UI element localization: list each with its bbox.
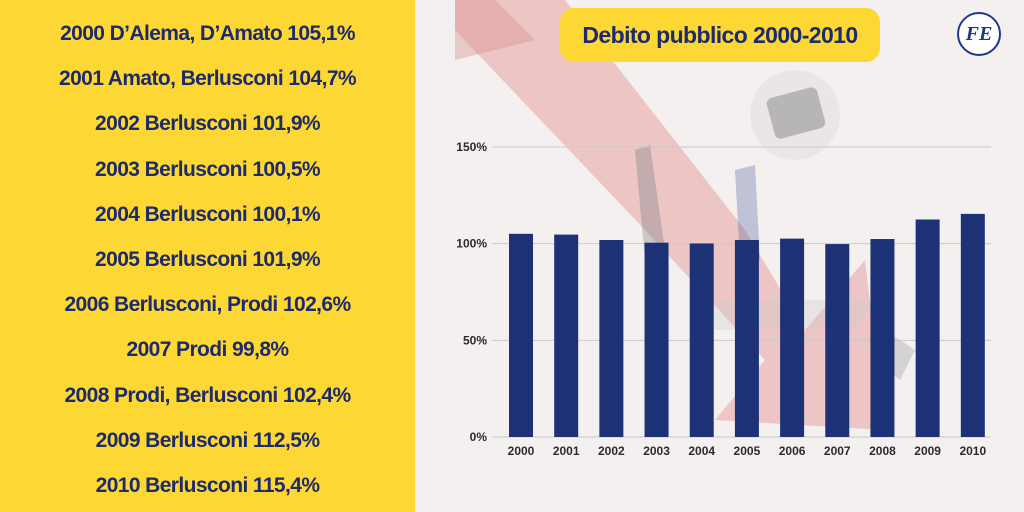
list-item: 2000 D’Alema, D’Amato 105,1% (60, 22, 355, 45)
x-tick-label: 2004 (688, 444, 715, 458)
x-tick-label: 2003 (643, 444, 670, 458)
list-item: 2005 Berlusconi 101,9% (95, 247, 321, 271)
bar-2001 (554, 234, 579, 437)
bar-chart: 0% 50% 100% 150% 2000 2001 2002 2003 2004 2005 200… (456, 140, 991, 458)
list-item: 2002 Berlusconi 101,9% (95, 112, 321, 136)
chart-title: Debito pubblico 2000-2010 (560, 8, 880, 62)
y-tick-label: 150% (456, 140, 487, 154)
y-tick-label: 0% (470, 430, 488, 444)
left-panel: 2000 D’Alema, D’Amato 105,1% 2001 Amato,… (0, 0, 415, 512)
bar-2004 (689, 243, 714, 437)
x-tick-label: 2000 (508, 444, 535, 458)
list-item: 2007 Prodi 99,8% (126, 338, 290, 362)
list-item: 2004 Berlusconi 100,1% (95, 202, 321, 226)
list-item: 2010 Berlusconi 115,4% (95, 473, 320, 497)
bar-2010 (960, 213, 985, 437)
x-tick-label: 2005 (734, 444, 761, 458)
bar-2002 (599, 239, 624, 437)
bar-2008 (870, 239, 895, 437)
list-item: 2003 Berlusconi 100,5% (95, 157, 321, 181)
x-tick-label: 2001 (553, 444, 580, 458)
x-tick-label: 2006 (779, 444, 806, 458)
x-tick-label: 2007 (824, 444, 851, 458)
bar-2000 (509, 233, 533, 437)
y-tick-label: 50% (463, 333, 487, 347)
bar-2003 (644, 242, 669, 437)
list-item: 2009 Berlusconi 112,5% (95, 428, 320, 452)
x-tick-label: 2010 (959, 444, 986, 458)
x-tick-label: 2002 (598, 444, 625, 458)
x-tick-label: 2009 (914, 444, 941, 458)
list-item: 2001 Amato, Berlusconi 104,7% (59, 67, 357, 91)
bar-2005 (734, 239, 759, 437)
bar-2006 (780, 238, 805, 437)
bar-2009 (915, 219, 940, 437)
y-tick-label: 100% (456, 237, 487, 251)
bar-2007 (825, 244, 850, 437)
debt-by-year-list: 2000 D’Alema, D’Amato 105,1% 2001 Amato,… (0, 11, 415, 508)
list-item: 2006 Berlusconi, Prodi 102,6% (64, 293, 351, 317)
x-tick-label: 2008 (869, 444, 896, 458)
list-item: 2008 Prodi, Berlusconi 102,4% (64, 383, 351, 407)
fe-logo: FE (957, 12, 1001, 56)
